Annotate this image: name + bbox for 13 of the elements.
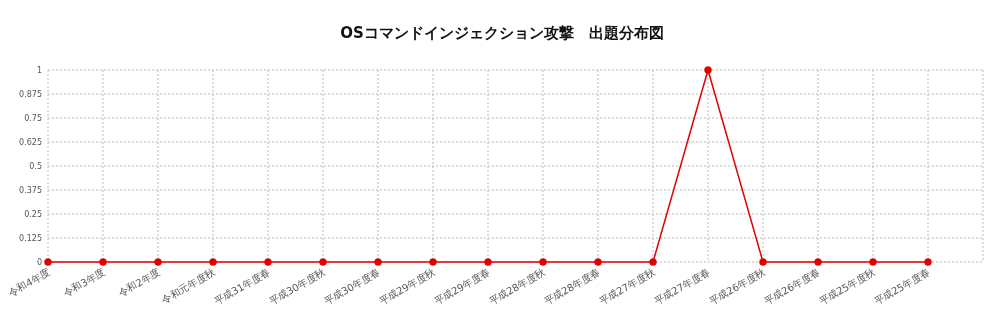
y-tick-label: 0 [36,258,42,267]
y-tick-label: 0.125 [19,234,42,243]
y-tick-label: 0.5 [29,162,42,171]
y-tick-label: 0.625 [19,138,42,147]
x-tick-label: 令和3年度 [61,266,107,299]
chart-title: OSコマンドインジェクション攻撃 出題分布図 [340,24,664,42]
y-tick-label: 1 [36,66,42,75]
x-tick-label: 令和4年度 [6,266,52,299]
y-tick-label: 0.75 [24,114,42,123]
y-tick-label: 0.25 [24,210,42,219]
y-tick-label: 0.875 [19,90,42,99]
y-tick-label: 0.375 [19,186,42,195]
x-tick-label: 令和2年度 [116,266,162,299]
